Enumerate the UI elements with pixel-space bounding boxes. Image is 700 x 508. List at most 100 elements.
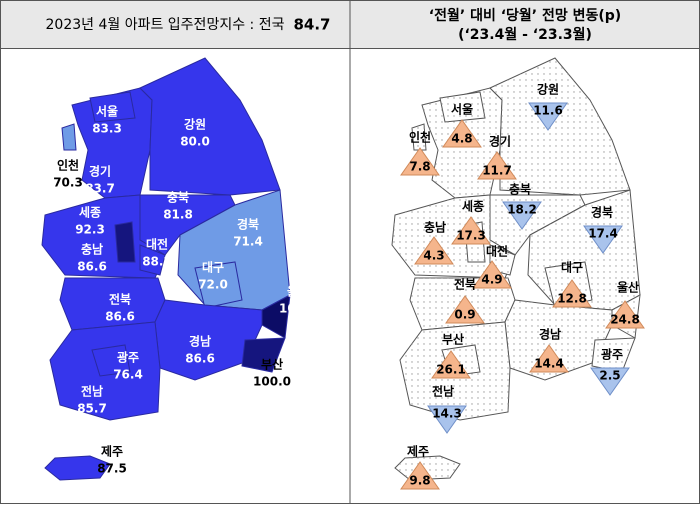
- region-shape: [61, 123, 77, 151]
- region-change: 11.6: [533, 104, 563, 118]
- region-name: 경남: [189, 334, 211, 349]
- region-change: 4.8: [451, 132, 472, 146]
- region-name: 부산: [442, 332, 464, 347]
- left-map: [41, 57, 291, 481]
- up-triangle: [414, 236, 454, 265]
- region-value: 86.6: [105, 310, 135, 324]
- region-name: 울산: [617, 280, 639, 295]
- region-value: 80.0: [180, 135, 210, 149]
- down-triangle: [502, 201, 542, 230]
- region-value: 87.5: [97, 462, 127, 476]
- region-name: 대구: [561, 261, 583, 275]
- region-change: 18.2: [507, 203, 537, 217]
- region-shape: [44, 455, 111, 481]
- up-triangle: [445, 295, 485, 324]
- up-triangle: [605, 300, 645, 329]
- region-name: 광주: [117, 350, 139, 365]
- region-shape: [91, 344, 131, 377]
- region-change: 9.8: [409, 474, 430, 488]
- region-value: 72.0: [198, 278, 228, 292]
- region-change: 14.4: [534, 357, 564, 371]
- region-name: 전남: [81, 384, 103, 399]
- region-change: 11.7: [482, 164, 512, 178]
- region-name: 서울: [96, 104, 118, 119]
- region-name: 제주: [101, 445, 123, 459]
- region-change: 17.4: [588, 227, 618, 241]
- right-title: ‘전월’ 대비 ‘당월’ 전망 변동(p): [429, 7, 621, 24]
- region-value: 71.4: [233, 235, 263, 249]
- right-period: (‘23.4월 - ‘23.3월): [458, 26, 592, 43]
- up-triangle: [477, 151, 517, 180]
- region-value: 107.1: [279, 302, 317, 316]
- up-triangle: [451, 216, 491, 245]
- region-name: 경북: [591, 206, 613, 220]
- region-name: 세종: [462, 199, 484, 214]
- region-dots: [490, 58, 630, 195]
- region-name: 대전: [146, 237, 168, 252]
- region-dots: [440, 92, 485, 122]
- region-name: 전남: [432, 384, 454, 399]
- region-name: 인천: [409, 130, 431, 145]
- region-change: 4.9: [481, 273, 502, 287]
- region-name: 서울: [451, 102, 473, 117]
- region-name: 광주: [601, 347, 623, 362]
- region-name: 부산: [261, 357, 283, 372]
- up-triangle: [400, 147, 440, 176]
- region-name: 울산: [287, 284, 309, 299]
- region-name: 세종: [79, 205, 101, 220]
- region-name: 전북: [454, 277, 476, 292]
- region-value: 70.3: [53, 176, 83, 190]
- down-triangle: [528, 102, 568, 131]
- up-triangle: [400, 461, 440, 490]
- region-dots: [592, 338, 635, 372]
- region-name: 경남: [539, 327, 561, 342]
- region-shape: [89, 91, 136, 123]
- up-triangle: [472, 260, 512, 289]
- region-name: 강원: [184, 118, 206, 132]
- region-name: 인천: [57, 158, 79, 173]
- region-name: 경기: [89, 164, 111, 179]
- region-name: 대구: [202, 261, 224, 275]
- region-value: 86.6: [185, 352, 215, 366]
- region-change: 24.8: [610, 313, 640, 327]
- region-value: 92.3: [75, 223, 105, 237]
- down-triangle: [590, 367, 630, 396]
- region-name: 경북: [237, 218, 259, 232]
- region-name: 충북: [167, 190, 189, 205]
- up-triangle: [431, 350, 471, 379]
- region-value: 88.2: [142, 255, 172, 269]
- region-value: 83.7: [85, 182, 115, 196]
- up-triangle: [552, 279, 592, 308]
- region-shape: [194, 261, 243, 309]
- left-title: 2023년 4월 아파트 입주전망지수 : 전국: [46, 17, 285, 33]
- region-name: 강원: [537, 83, 559, 97]
- region-value: 85.7: [77, 402, 107, 416]
- region-name: 제주: [407, 445, 429, 459]
- national-value: 84.7: [293, 16, 330, 34]
- region-change: 26.1: [436, 363, 466, 377]
- region-change: 2.5: [599, 369, 620, 383]
- region-name: 충남: [424, 220, 446, 235]
- region-value: 83.3: [92, 122, 122, 136]
- region-name: 전북: [109, 292, 131, 307]
- region-dots: [505, 300, 612, 380]
- region-shape: [114, 221, 136, 263]
- down-triangle: [583, 225, 623, 254]
- up-triangle: [529, 344, 569, 373]
- region-name: 경기: [489, 134, 511, 149]
- region-name: 대전: [486, 244, 508, 259]
- region-value: 76.4: [113, 368, 143, 382]
- region-value: 86.6: [77, 260, 107, 274]
- region-change: 7.8: [409, 160, 430, 174]
- region-name: 충북: [509, 182, 531, 197]
- down-triangle: [427, 405, 467, 434]
- region-shape: [139, 244, 166, 276]
- region-dots: [412, 124, 426, 150]
- region-shape: [139, 57, 281, 196]
- region-change: 0.9: [454, 308, 475, 322]
- region-change: 4.3: [423, 249, 444, 263]
- region-value: 81.8: [163, 208, 193, 222]
- region-change: 17.3: [456, 229, 486, 243]
